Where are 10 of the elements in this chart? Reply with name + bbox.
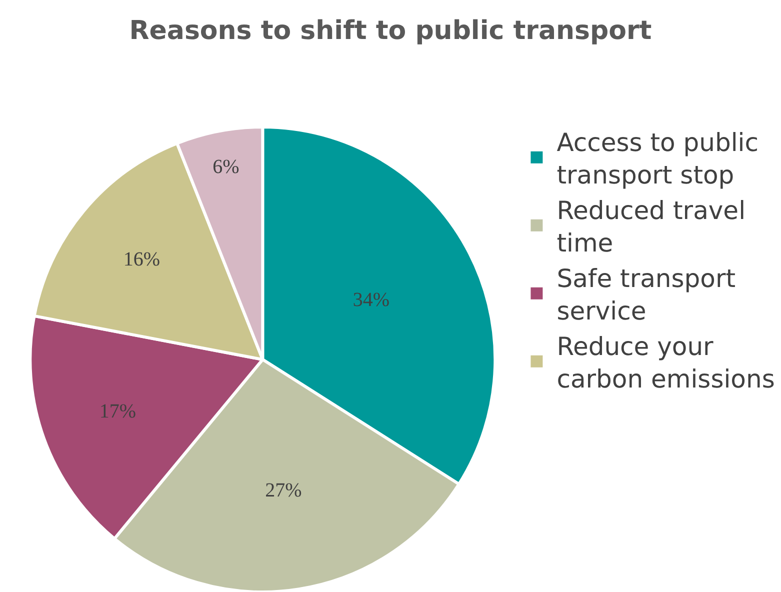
legend-label: Safe transport service [556,264,736,326]
data-label: 16% [123,248,160,270]
data-label: 17% [99,400,136,423]
data-label: 6% [212,156,240,178]
chart-title: Reasons to shift to public transport [129,16,652,46]
legend-label: Reduce your carbon emissions [556,332,775,394]
data-label: 34% [352,288,390,311]
legend-label: Access to public transport stop [556,128,758,190]
data-label: 27% [265,480,302,502]
legend-label: Reduced travel time [556,196,746,258]
